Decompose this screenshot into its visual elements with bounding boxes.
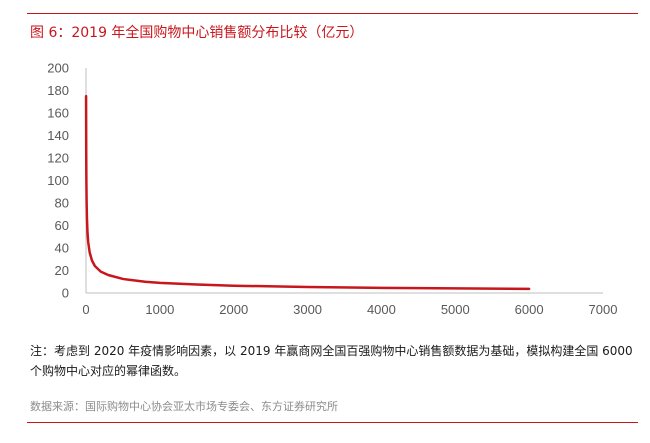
y-tick-label: 60 xyxy=(55,218,69,233)
y-tick-label: 80 xyxy=(55,196,69,211)
y-tick-label: 0 xyxy=(62,286,69,301)
x-tick-label: 6000 xyxy=(515,302,544,317)
top-rule xyxy=(27,13,638,14)
x-tick-label: 3000 xyxy=(293,302,322,317)
y-tick-label: 100 xyxy=(47,173,69,188)
y-tick-label: 40 xyxy=(55,241,69,256)
x-tick-label: 0 xyxy=(82,302,89,317)
x-tick-label: 5000 xyxy=(441,302,470,317)
x-tick-label: 2000 xyxy=(219,302,248,317)
y-tick-label: 160 xyxy=(47,106,69,121)
series-line xyxy=(84,94,531,291)
y-tick-label: 140 xyxy=(47,128,69,143)
figure-note: 注：考虑到 2020 年疫情影响因素，以 2019 年赢商网全国百强购物中心销售… xyxy=(30,344,633,378)
y-tick-label: 180 xyxy=(47,83,69,98)
y-tick-label: 120 xyxy=(47,151,69,166)
x-tick-label: 1000 xyxy=(145,302,174,317)
x-tick-label: 4000 xyxy=(367,302,396,317)
bottom-rule xyxy=(27,422,638,423)
y-tick-label: 200 xyxy=(47,61,69,76)
figure-title: 图 6：2019 年全国购物中心销售额分布比较（亿元） xyxy=(30,25,364,41)
data-source: 数据来源：国际购物中心协会亚太市场专委会、东方证券研究所 xyxy=(30,400,338,413)
y-tick-label: 20 xyxy=(55,263,69,278)
x-tick-label: 7000 xyxy=(589,302,618,317)
